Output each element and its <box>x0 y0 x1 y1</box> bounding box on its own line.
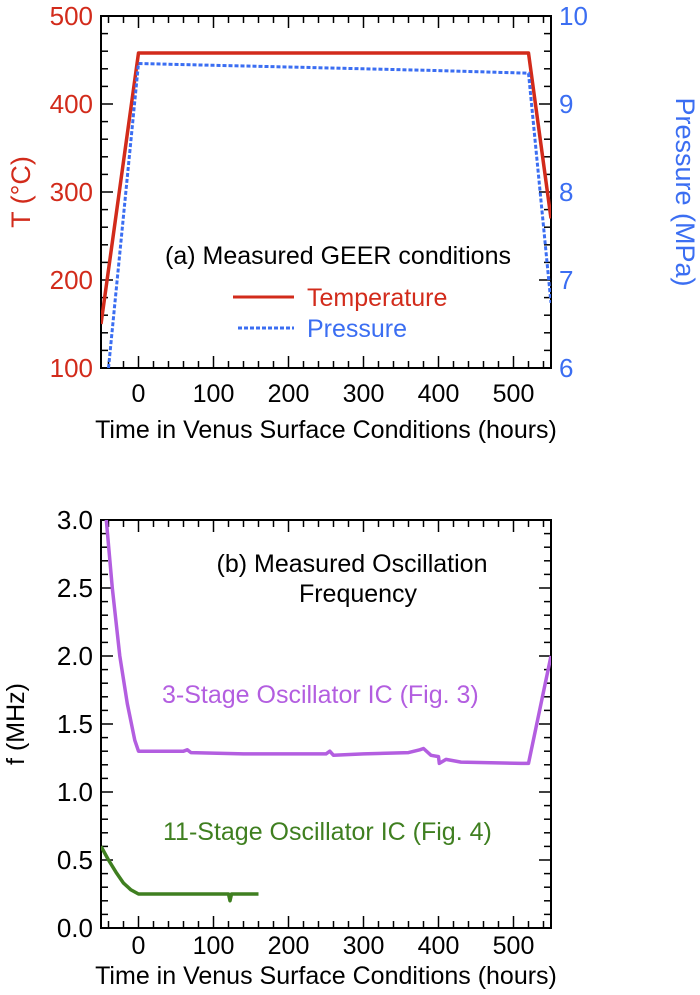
panel-a-ylabel: T (°C) <box>6 156 36 228</box>
series-line-0 <box>104 520 551 766</box>
y-tick-label: 3.0 <box>57 505 93 535</box>
y2-tick-label: 6 <box>559 353 573 383</box>
panel-a-y2label: Pressure (MPa) <box>670 97 700 286</box>
x-tick-label: 300 <box>343 380 385 408</box>
panel-b-xlabel: Time in Venus Surface Conditions (hours) <box>95 962 557 990</box>
y-tick-label: 1.5 <box>57 709 93 739</box>
x-tick-label: 300 <box>343 932 385 960</box>
x-tick-label: 200 <box>268 380 310 408</box>
y-tick-label: 400 <box>50 89 93 119</box>
x-tick-label: 500 <box>493 380 535 408</box>
y-tick-label: 200 <box>50 265 93 295</box>
panel-b-annotation-line2: Frequency <box>299 580 418 608</box>
y2-tick-label: 10 <box>559 1 588 31</box>
y-tick-label: 300 <box>50 177 93 207</box>
x-tick-label: 500 <box>493 932 535 960</box>
x-tick-label: 100 <box>193 380 235 408</box>
panel-a-annotation: (a) Measured GEER conditions <box>165 242 511 270</box>
panel-b-ylabel: f (MHz) <box>2 683 30 765</box>
series-label-11-stage: 11-Stage Oscillator IC (Fig. 4) <box>163 818 492 846</box>
y-tick-label: 2.5 <box>57 573 93 603</box>
panel-a-lines <box>101 51 551 368</box>
x-tick-label: 200 <box>268 932 310 960</box>
y-tick-label: 0.5 <box>57 845 93 875</box>
x-tick-label: 0 <box>132 380 146 408</box>
y-tick-label: 100 <box>50 353 93 383</box>
x-tick-label: 400 <box>418 932 460 960</box>
panel-b-lines <box>101 520 551 903</box>
y-tick-label: 1.0 <box>57 777 93 807</box>
legend-temperature-label: Temperature <box>307 284 447 312</box>
y-tick-label: 500 <box>50 1 93 31</box>
series-label-3-stage: 3-Stage Oscillator IC (Fig. 3) <box>162 681 479 709</box>
panel-b-annotation-line1: (b) Measured Oscillation <box>217 550 488 578</box>
panel-a-xlabel: Time in Venus Surface Conditions (hours) <box>95 416 557 444</box>
panel-a-ticks: 0 100 200 300 400 500 100 200 300 400 500 6 7 8 9 10 <box>50 1 588 408</box>
panel-b: 0 100 200 300 400 500 0.0 0.5 1.0 1.5 2.0 2.5 3.0 (b… <box>2 505 557 990</box>
series-line-1 <box>101 845 259 903</box>
x-tick-label: 400 <box>418 380 460 408</box>
panel-b-ticks: 0 100 200 300 400 500 0.0 0.5 1.0 1.5 2.0 2.5 3.0 <box>57 505 551 960</box>
panel-a: 0 100 200 300 400 500 100 200 300 400 500 6 7 8 9 10 (a… <box>6 1 700 444</box>
y2-tick-label: 9 <box>559 89 573 119</box>
series-line-1 <box>107 62 551 368</box>
y2-tick-label: 8 <box>559 177 573 207</box>
series-line-0 <box>101 51 551 325</box>
legend-pressure-label: Pressure <box>307 315 407 343</box>
x-tick-label: 100 <box>193 932 235 960</box>
x-tick-label: 0 <box>132 932 146 960</box>
y-tick-label: 0.0 <box>57 913 93 943</box>
y2-tick-label: 7 <box>559 265 573 295</box>
y-tick-label: 2.0 <box>57 641 93 671</box>
